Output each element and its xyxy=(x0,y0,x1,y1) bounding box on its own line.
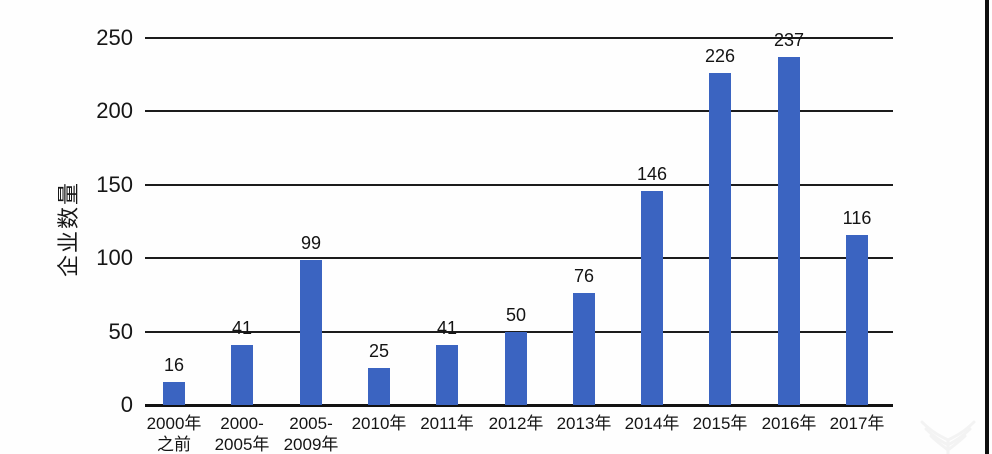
x-tick-label: 2014年 xyxy=(624,414,680,433)
gridline xyxy=(145,110,893,112)
x-tick-label: 2013年 xyxy=(556,414,612,433)
bar-value-label: 146 xyxy=(636,164,668,184)
bar-value-label: 226 xyxy=(704,46,736,66)
bar xyxy=(573,293,595,405)
x-tick-label: 2000年 之前 xyxy=(146,414,202,454)
bar xyxy=(163,382,185,405)
bar xyxy=(709,73,731,405)
gridline xyxy=(145,184,893,186)
bar xyxy=(300,260,322,405)
y-tick-label: 0 xyxy=(120,392,133,417)
bar-value-label: 116 xyxy=(842,208,872,228)
x-tick-label: 2000- 2005年 xyxy=(214,414,270,454)
y-tick-label: 200 xyxy=(96,98,133,123)
bar-value-label: 237 xyxy=(773,30,805,50)
bar xyxy=(368,368,390,405)
y-tick-label: 50 xyxy=(108,319,133,344)
bar xyxy=(231,345,253,405)
x-tick-label: 2005- 2009年 xyxy=(283,414,339,454)
bar-value-label: 16 xyxy=(163,355,185,375)
gridline xyxy=(145,257,893,259)
bar xyxy=(641,191,663,405)
bar xyxy=(846,235,868,405)
bar-value-label: 50 xyxy=(505,305,527,325)
bar xyxy=(778,57,800,405)
x-tick-label: 2012年 xyxy=(488,414,544,433)
bar xyxy=(505,332,527,405)
y-tick-label: 100 xyxy=(96,245,133,270)
x-axis-line xyxy=(145,404,893,407)
right-border-divider xyxy=(985,0,989,454)
x-tick-label: 2016年 xyxy=(761,414,817,433)
y-tick-label: 250 xyxy=(96,25,133,50)
bar-value-label: 99 xyxy=(300,233,322,253)
bar-value-label: 41 xyxy=(231,318,253,338)
x-tick-label: 2017年 xyxy=(829,414,885,433)
gridline xyxy=(145,37,893,39)
bar-value-label: 41 xyxy=(436,318,458,338)
x-tick-label: 2015年 xyxy=(692,414,748,433)
y-tick-label: 150 xyxy=(96,172,133,197)
x-tick-label: 2011年 xyxy=(420,414,474,433)
watermark-wing-logo-icon xyxy=(920,420,976,454)
bar-value-label: 25 xyxy=(368,341,390,361)
bar xyxy=(436,345,458,405)
x-tick-label: 2010年 xyxy=(351,414,407,433)
bar-value-label: 76 xyxy=(573,266,595,286)
